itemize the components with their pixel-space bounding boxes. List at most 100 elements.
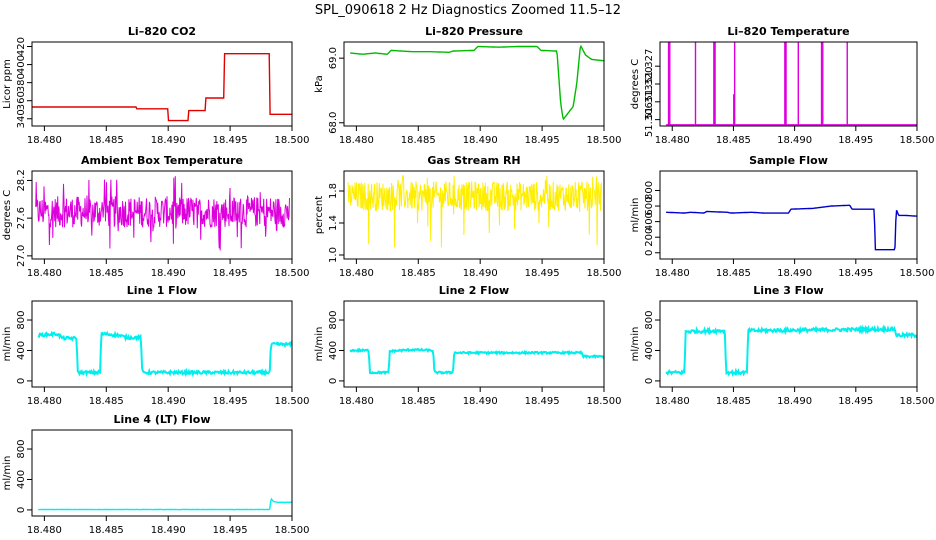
x-tick-label: 18.490 — [777, 135, 812, 146]
plot-frame — [343, 41, 605, 127]
y-tick-label: 0 — [644, 250, 655, 256]
panel: Ambient Box Temperature degrees C 18.480 18… — [2, 154, 310, 279]
x-tick-label: 18.480 — [655, 135, 690, 146]
x-tick-label: 18.485 — [89, 135, 124, 146]
y-tick-label: 400 — [644, 341, 655, 360]
x-tick-label: 18.490 — [777, 396, 812, 407]
x-tick-label: 18.495 — [525, 268, 560, 279]
panel: Line 3 Flow ml/min 18.480 18.485 18.490 18.49… — [630, 284, 935, 407]
panel: Li–820 Pressure kPa 18.480 18.485 18.490 18.4… — [314, 25, 622, 146]
y-tick-label: 400 — [16, 55, 27, 74]
y-tick-label: 1.4 — [328, 215, 339, 231]
x-tick-label: 18.500 — [900, 135, 935, 146]
plot-frame — [343, 300, 605, 388]
y-tick-label: 800 — [328, 310, 339, 329]
x-tick-label: 18.480 — [27, 525, 62, 536]
x-tick-label: 18.490 — [777, 268, 812, 279]
plot-frame — [31, 41, 293, 127]
y-axis-label: percent — [314, 196, 325, 234]
x-tick-label: 18.495 — [213, 135, 248, 146]
series-line — [35, 176, 290, 251]
panel-title: Line 4 (LT) Flow — [114, 413, 211, 426]
y-axis-label: ml/min — [630, 198, 641, 233]
y-tick-label: 0 — [16, 378, 27, 384]
data-layer — [35, 176, 290, 251]
x-tick-label: 18.490 — [151, 396, 186, 407]
x-tick-label: 18.490 — [151, 135, 186, 146]
y-tick-label: 1.8 — [328, 183, 339, 199]
data-layer — [347, 175, 602, 248]
panel-title: Line 1 Flow — [127, 284, 197, 297]
x-tick-label: 18.495 — [525, 135, 560, 146]
y-axis-label: kPa — [314, 75, 325, 93]
x-tick-label: 18.500 — [900, 396, 935, 407]
x-tick-label: 18.490 — [463, 396, 498, 407]
data-layer — [37, 330, 292, 378]
data-layer — [350, 44, 604, 121]
x-tick-label: 18.495 — [213, 396, 248, 407]
panel: Line 2 Flow ml/min 18.480 18.485 18.490 18.49… — [314, 284, 622, 407]
panel: Line 1 Flow ml/min 18.480 18.485 18.490 18.49… — [2, 284, 310, 407]
plot-frame — [31, 429, 293, 517]
plot-frame — [343, 170, 605, 260]
y-tick-label: 800 — [16, 439, 27, 458]
y-tick-label: 69.0 — [328, 47, 339, 69]
plot-frame — [31, 300, 293, 388]
x-tick-label: 18.500 — [275, 525, 310, 536]
data-layer — [666, 204, 917, 251]
y-tick-label: 27.0 — [16, 245, 27, 267]
panel-title: Li–820 Temperature — [727, 25, 849, 38]
y-tick-label: 380 — [16, 73, 27, 92]
x-tick-label: 18.490 — [463, 135, 498, 146]
panel-title: Line 3 Flow — [753, 284, 823, 297]
x-tick-label: 18.500 — [275, 396, 310, 407]
x-tick-label: 18.490 — [151, 525, 186, 536]
x-tick-label: 18.500 — [900, 268, 935, 279]
panel: Li–820 CO2 Licor ppm 18.480 18.485 18.490 18.… — [2, 25, 310, 146]
x-tick-label: 18.480 — [655, 268, 690, 279]
y-axis-label: Licor ppm — [2, 59, 13, 109]
plot-frame — [659, 300, 918, 388]
y-tick-label: 340 — [16, 109, 27, 128]
x-tick-label: 18.480 — [655, 396, 690, 407]
panel-title: Li–820 Pressure — [425, 25, 523, 38]
x-tick-label: 18.500 — [587, 135, 622, 146]
x-tick-label: 18.485 — [716, 268, 751, 279]
x-tick-label: 18.500 — [587, 396, 622, 407]
x-tick-label: 18.485 — [89, 525, 124, 536]
x-tick-label: 18.485 — [89, 268, 124, 279]
panel: Li–820 Temperature degrees C 18.480 18.485 1… — [630, 25, 935, 146]
data-layer — [349, 347, 604, 376]
panel-title: Gas Stream RH — [427, 154, 520, 167]
series-line — [666, 204, 917, 251]
x-tick-label: 18.500 — [275, 268, 310, 279]
y-tick-label: 400 — [644, 212, 655, 231]
figure-title: SPL_090618 2 Hz Diagnostics Zoomed 11.5–… — [315, 3, 621, 18]
x-tick-label: 18.480 — [339, 268, 374, 279]
x-tick-label: 18.485 — [716, 135, 751, 146]
series-line — [347, 175, 602, 248]
data-layer — [38, 497, 292, 511]
x-tick-label: 18.495 — [525, 396, 560, 407]
y-tick-label: 0 — [644, 378, 655, 384]
panel-grid: Li–820 CO2 Licor ppm 18.480 18.485 18.490 18.… — [2, 25, 935, 536]
y-tick-label: 1.0 — [328, 247, 339, 263]
y-tick-label: 600 — [644, 196, 655, 215]
y-tick-label: 400 — [16, 341, 27, 360]
y-axis-label: degrees C — [2, 190, 13, 240]
plot-frame — [659, 41, 918, 127]
x-tick-label: 18.480 — [27, 396, 62, 407]
x-tick-label: 18.480 — [27, 268, 62, 279]
y-axis-label: ml/min — [314, 327, 325, 362]
y-tick-label: 51.306 — [644, 102, 655, 137]
x-tick-label: 18.495 — [213, 525, 248, 536]
y-tick-label: 420 — [16, 37, 27, 56]
y-tick-label: 800 — [644, 310, 655, 329]
x-tick-label: 18.485 — [401, 135, 436, 146]
series-line — [32, 53, 292, 122]
y-axis-label: degrees C — [630, 59, 641, 109]
y-tick-label: 0 — [16, 507, 27, 513]
x-tick-label: 18.480 — [27, 135, 62, 146]
series-line — [350, 44, 604, 121]
